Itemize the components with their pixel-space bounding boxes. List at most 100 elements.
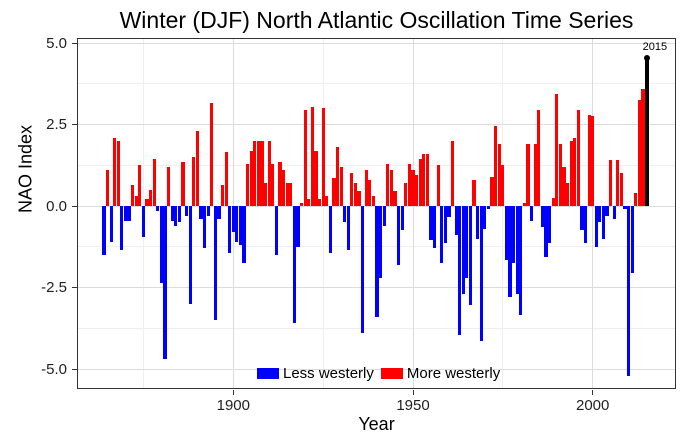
chart-title: Winter (DJF) North Atlantic Oscillation … [119,7,634,33]
bar-1988 [547,206,552,244]
bar-1943 [386,163,390,206]
bar-1966 [468,206,473,306]
annotation-label-2015: 2015 [642,40,668,53]
bar-1950 [411,170,415,206]
bar-1942 [382,206,386,226]
gridline-x-minor [322,38,324,389]
bar-2015 [644,57,649,206]
x-tick-label: 1900 [216,397,250,414]
bar-1952 [418,158,422,206]
bar-2001 [594,206,598,247]
bar-1974 [497,144,501,206]
bar-1971 [486,206,491,210]
bar-1900 [231,206,235,233]
bar-1993 [565,183,570,206]
bar-1996 [576,109,580,206]
bar-1970 [483,206,487,229]
bar-1916 [289,183,293,206]
x-tick-mark [232,390,234,395]
bar-1884 [174,206,178,226]
y-tick-mark [72,124,77,125]
bar-1981 [522,202,526,206]
bar-1931 [343,206,347,223]
bar-1937 [364,170,368,206]
gridline-y-minor [77,83,676,85]
bar-1929 [335,147,340,206]
gridline-y-major [77,124,676,125]
bar-1899 [228,206,232,254]
y-tick-label: -2.5 [41,279,67,296]
bar-2010 [627,206,631,376]
bar-1967 [472,179,476,206]
bar-1877 [149,189,153,206]
x-tick-label: 1950 [396,397,430,414]
bar-1892 [202,206,207,249]
bar-2009 [623,206,627,210]
bar-1905 [249,150,253,206]
bar-1864 [102,206,106,255]
bar-1866 [109,206,113,242]
bar-1879 [156,206,160,211]
bar-1921 [307,199,311,206]
bar-1932 [346,206,350,250]
bar-1949 [407,163,411,206]
bar-1944 [389,170,394,206]
bar-2005 [609,160,613,206]
legend-swatch-red [380,368,403,379]
bar-1914 [282,170,286,206]
bar-1870 [123,206,128,221]
bar-1959 [443,206,447,244]
bar-1875 [141,206,146,237]
bar-1893 [206,206,210,216]
plot-panel: Less westerly More westerly 2015 [77,38,676,389]
bar-1891 [199,206,203,220]
bar-1991 [558,144,562,206]
bar-1894 [210,103,214,206]
bar-1938 [368,179,372,206]
bar-1956 [432,206,437,249]
bar-2014 [641,88,645,206]
bar-1913 [278,161,282,206]
bar-1876 [145,199,149,206]
bar-1975 [501,165,505,206]
gridline-x-major [592,38,594,389]
bar-1987 [544,206,548,257]
bar-1985 [537,109,541,206]
bar-1922 [310,106,314,206]
bar-2000 [591,116,595,206]
bar-1928 [332,178,336,206]
bar-1887 [184,206,189,216]
bar-1873 [134,196,138,206]
bar-1869 [120,206,124,250]
bar-1951 [414,175,419,206]
bar-1998 [583,206,588,244]
bar-1911 [271,163,275,206]
bar-1897 [220,184,225,206]
bar-1906 [253,140,257,206]
bar-1976 [504,206,509,260]
bar-1994 [569,140,573,206]
bar-1896 [217,206,221,220]
bar-1888 [188,206,192,304]
bar-1973 [494,126,498,206]
bar-1895 [213,206,217,321]
bar-1926 [325,196,329,206]
bar-2007 [616,160,620,206]
bar-1909 [264,183,268,206]
x-axis-title: Year [358,414,395,434]
bar-1948 [404,183,408,206]
bar-1880 [159,206,163,283]
annotation-point-2015 [643,54,650,61]
bar-1947 [400,206,404,231]
bar-2008 [619,173,624,206]
bar-2012 [634,192,638,206]
y-tick-label: 0.0 [46,197,67,215]
bar-1902 [238,206,243,246]
bar-1881 [163,206,167,360]
legend-item-less-westerly: Less westerly [257,365,374,382]
bar-1889 [192,157,196,206]
gridline-x-major [412,38,414,389]
bar-1965 [465,206,469,278]
bar-1955 [429,206,433,241]
